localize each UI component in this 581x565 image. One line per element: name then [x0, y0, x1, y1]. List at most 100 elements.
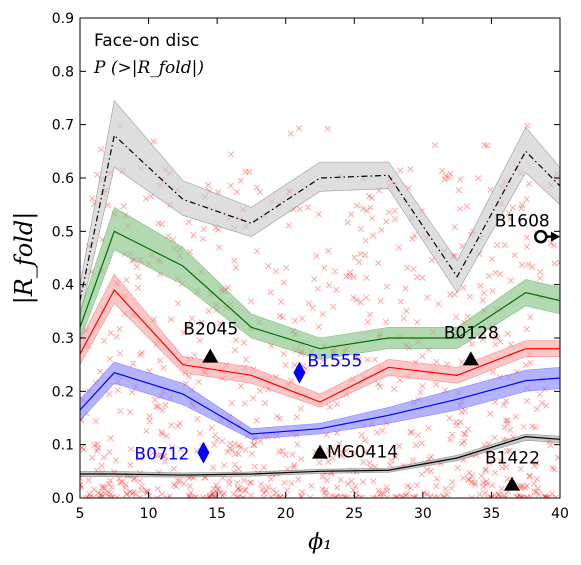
scatter-point — [419, 274, 426, 281]
scatter-point — [448, 485, 455, 492]
scatter-point — [427, 493, 434, 498]
scatter-point — [476, 491, 483, 498]
scatter-point — [483, 478, 490, 485]
scatter-point — [216, 490, 224, 497]
scatter-point — [349, 487, 357, 494]
scatter-point — [80, 446, 87, 453]
scatter-point — [375, 487, 382, 494]
scatter-point — [135, 273, 142, 281]
scatter-point — [517, 465, 524, 473]
scatter-point — [155, 220, 162, 227]
scatter-point — [219, 437, 226, 445]
scatter-point — [485, 272, 493, 280]
scatter-point — [107, 477, 114, 484]
scatter-point — [160, 453, 168, 460]
lens-marker-triangle — [312, 444, 328, 459]
y-tick-label: 0.4 — [52, 278, 74, 294]
scatter-point — [409, 235, 416, 243]
scatter-point — [330, 303, 337, 310]
scatter-point — [461, 407, 469, 414]
scatter-point — [419, 382, 426, 390]
scatter-point — [225, 476, 233, 483]
scatter-point — [492, 341, 499, 348]
scatter-point — [333, 401, 341, 408]
scatter-point — [278, 298, 285, 306]
scatter-point — [512, 413, 519, 420]
scatter-point — [533, 405, 541, 413]
y-tick-label: 0.2 — [52, 384, 74, 400]
scatter-point — [366, 311, 374, 318]
scatter-point — [464, 313, 471, 320]
scatter-point — [227, 440, 234, 447]
scatter-point — [212, 482, 220, 489]
scatter-point — [531, 462, 538, 470]
scatter-point — [541, 493, 548, 498]
annotation-title: Face-on disc — [94, 31, 199, 51]
scatter-point — [352, 482, 359, 490]
scatter-point — [236, 487, 244, 494]
x-tick-label: 20 — [277, 506, 295, 522]
scatter-point — [251, 463, 259, 470]
scatter-point — [176, 420, 184, 427]
scatter-point — [134, 284, 142, 292]
scatter-point — [319, 485, 326, 493]
y-tick-label: 0.6 — [52, 171, 74, 187]
scatter-point — [213, 436, 220, 443]
scatter-point — [418, 471, 425, 478]
scatter-point — [357, 225, 364, 233]
scatter-point — [154, 452, 162, 459]
scatter-point — [466, 293, 473, 300]
lens-arrow-head — [551, 231, 560, 242]
scatter-point — [388, 457, 395, 464]
scatter-point — [290, 462, 298, 469]
scatter-point — [228, 399, 235, 407]
scatter-point — [171, 481, 178, 489]
scatter-point — [414, 432, 422, 439]
scatter-point — [241, 487, 249, 494]
scatter-point — [364, 356, 371, 363]
scatter-point — [186, 483, 194, 490]
scatter-point — [117, 407, 124, 415]
scatter-point — [235, 442, 243, 449]
scatter-point — [221, 462, 228, 469]
scatter-point — [220, 490, 228, 497]
scatter-point — [478, 472, 485, 480]
scatter-point — [346, 269, 354, 276]
scatter-point — [344, 480, 351, 487]
scatter-point — [210, 485, 217, 492]
scatter-point — [260, 489, 268, 496]
scatter-point — [185, 373, 193, 380]
scatter-point — [130, 489, 137, 496]
scatter-point — [364, 318, 371, 325]
scatter-point — [198, 319, 205, 326]
scatter-point — [384, 487, 391, 495]
scatter-point — [350, 294, 357, 301]
lens-label-b1422: B1422 — [485, 449, 540, 469]
scatter-point — [316, 459, 323, 466]
scatter-point — [127, 461, 134, 469]
scatter-point — [343, 273, 350, 280]
scatter-point — [379, 427, 386, 434]
scatter-point — [333, 484, 341, 491]
scatter-point — [383, 484, 390, 491]
scatter-point — [94, 440, 101, 448]
scatter-point — [158, 490, 165, 498]
scatter-point — [150, 138, 157, 145]
scatter-point — [250, 441, 258, 448]
scatter-point — [261, 400, 269, 407]
scatter-point — [105, 480, 113, 488]
scatter-point — [325, 447, 333, 454]
scatter-point — [233, 337, 240, 344]
scatter-point — [483, 480, 491, 488]
scatter-point — [106, 449, 113, 456]
scatter-point — [410, 493, 417, 498]
scatter-point — [161, 458, 169, 465]
scatter-point — [113, 494, 121, 498]
scatter-point — [507, 277, 514, 284]
scatter-point — [503, 448, 511, 455]
scatter-point — [257, 437, 264, 445]
scatter-point — [120, 203, 127, 210]
scatter-point — [514, 493, 521, 498]
scatter-point — [479, 336, 486, 343]
